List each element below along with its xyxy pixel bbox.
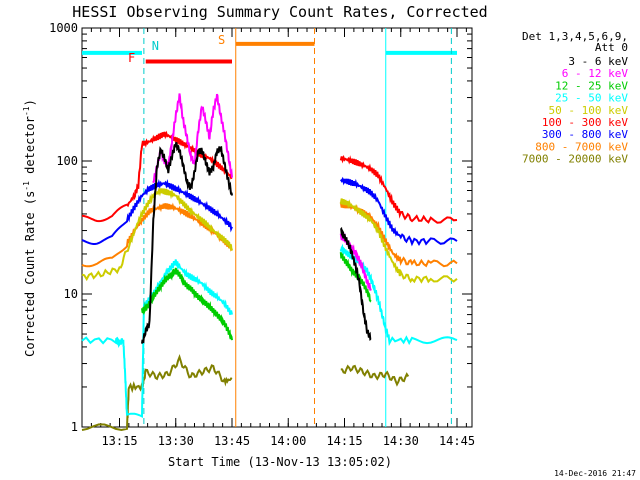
x-tick-label: 13:30	[158, 434, 194, 448]
annotation-label: S	[218, 33, 225, 47]
annotation-group: N F S	[128, 33, 225, 65]
status-bars	[82, 41, 457, 64]
series-line	[141, 141, 233, 344]
y-axis: 1 10 100 1000	[49, 21, 472, 434]
legend-entry: 7000 - 20000 keV	[522, 153, 628, 166]
y-axis-label-mid: detector	[23, 116, 37, 181]
series-line	[339, 176, 458, 247]
x-tick-label: 14:15	[326, 434, 362, 448]
y-axis-label-sup1: -1	[22, 181, 31, 191]
legend-entry: 800 - 7000 keV	[535, 140, 628, 153]
y-tick-label: 1000	[49, 21, 78, 35]
x-tick-label: 13:15	[101, 434, 137, 448]
series-line	[141, 267, 233, 341]
y-tick-label: 100	[56, 154, 78, 168]
legend-entry: 100 - 300 keV	[542, 116, 628, 129]
series-line	[81, 202, 233, 268]
series-line	[339, 243, 458, 347]
x-tick-label: 14:00	[270, 434, 306, 448]
legend-header-line2: Att 0	[595, 41, 628, 54]
annotation-label: F	[128, 51, 135, 65]
x-tick-label: 14:45	[439, 434, 475, 448]
status-vlines	[143, 28, 452, 427]
series-line	[81, 187, 233, 282]
series-line	[81, 178, 233, 245]
legend-entry: 3 - 6 keV	[568, 55, 628, 68]
y-tick-label: 10	[64, 287, 78, 301]
x-axis: 13:15 13:30 13:45 14:00 14:15 14:30 14:45	[81, 28, 475, 448]
series-line	[81, 353, 233, 432]
series-line	[340, 227, 372, 341]
series-line	[339, 154, 458, 224]
chart-title: HESSI Observing Summary Count Rates, Cor…	[72, 3, 487, 21]
legend-entry: 12 - 25 keV	[555, 79, 628, 92]
y-axis-label: Corrected Count Rate (s-1 detector-1)	[22, 99, 37, 357]
y-axis-label-main: Corrected Count Rate (s	[23, 191, 37, 357]
x-tick-label: 13:45	[214, 434, 250, 448]
footer-timestamp: 14-Dec-2016 21:47	[554, 469, 636, 478]
y-tick-label: 1	[71, 420, 78, 434]
series-line	[339, 198, 458, 284]
legend-entry: 50 - 100 keV	[549, 104, 629, 117]
series-group	[81, 93, 458, 432]
legend-entry: 6 - 12 keV	[562, 67, 629, 80]
plot-frame	[81, 27, 473, 428]
series-line	[81, 130, 233, 223]
series-line	[340, 364, 410, 387]
series-line	[339, 252, 372, 303]
legend-entry: 300 - 800 keV	[542, 128, 628, 141]
y-axis-label-sup2: -1	[22, 106, 31, 116]
annotation-label: N	[152, 39, 159, 53]
series-line	[81, 259, 233, 418]
x-axis-label: Start Time (13-Nov-13 13:05:02)	[168, 455, 392, 469]
legend-header-line1: Det 1,3,4,5,6,9,	[522, 30, 628, 43]
legend-entry: 25 - 50 keV	[555, 92, 628, 105]
x-tick-label: 14:30	[383, 434, 419, 448]
y-axis-label-end: )	[23, 99, 37, 106]
